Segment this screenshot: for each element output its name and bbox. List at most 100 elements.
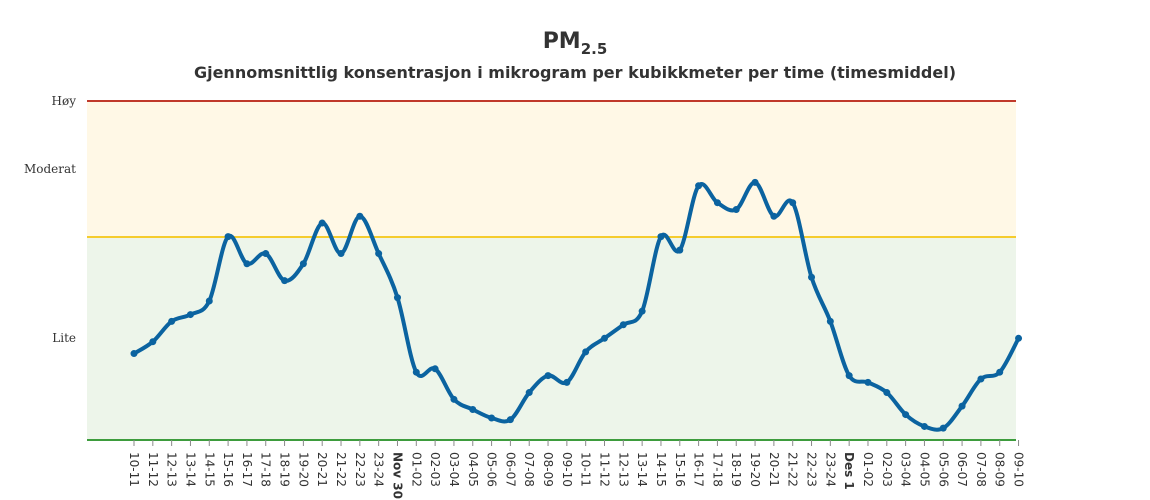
data-point-43 [939, 424, 947, 432]
data-point-26 [619, 321, 627, 329]
data-point-5 [224, 233, 232, 241]
data-point-16 [431, 365, 439, 373]
data-point-9 [299, 260, 307, 268]
data-point-25 [601, 334, 608, 342]
data-point-23 [563, 378, 571, 386]
data-point-29 [676, 246, 684, 254]
data-point-33 [751, 178, 759, 186]
x-tick-label-47: 09-10 [1012, 452, 1026, 487]
x-tick-label-40: 02-03 [880, 452, 894, 487]
x-tick-label-30: 16-17 [692, 452, 706, 487]
x-tick-label-43: 05-06 [936, 452, 950, 487]
x-tick-label-9: 19-20 [296, 452, 310, 487]
data-point-12 [356, 212, 364, 220]
data-point-22 [544, 372, 552, 380]
x-tick-label-32: 18-19 [729, 452, 743, 487]
data-point-47 [1015, 334, 1023, 342]
data-point-28 [657, 233, 665, 241]
y-label-0: Høy [52, 94, 77, 108]
x-tick-label-8: 18-19 [278, 452, 292, 487]
x-tick-label-41: 03-04 [899, 452, 913, 487]
x-tick-label-14: Nov 30 [390, 452, 404, 499]
x-tick-label-7: 17-18 [259, 452, 273, 487]
x-tick-label-13: 23-24 [372, 452, 386, 487]
x-tick-label-35: 21-22 [786, 452, 800, 487]
data-point-41 [902, 411, 910, 419]
data-point-17 [450, 395, 458, 403]
x-tick-label-1: 11-12 [146, 452, 160, 487]
data-point-13 [375, 250, 383, 258]
data-point-39 [864, 378, 872, 386]
x-tick-label-12: 22-23 [353, 452, 367, 487]
data-point-2 [168, 317, 176, 325]
chart-title: PM2.5 [542, 29, 608, 58]
x-tick-label-6: 16-17 [240, 452, 254, 487]
data-point-1 [149, 338, 157, 346]
x-tick-label-23: 09-10 [560, 452, 574, 487]
x-tick-label-27: 13-14 [635, 452, 649, 487]
y-label-1: Moderat [24, 162, 76, 176]
x-tick-label-31: 17-18 [710, 452, 724, 487]
data-point-15 [412, 368, 420, 376]
x-tick-label-0: 10-11 [127, 452, 141, 487]
x-tick-label-37: 23-24 [823, 452, 837, 487]
data-point-11 [337, 250, 345, 258]
data-point-36 [808, 273, 816, 281]
x-tick-label-21: 07-08 [522, 452, 536, 487]
x-tick-label-25: 11-12 [598, 452, 612, 487]
x-tick-label-39: 01-02 [861, 452, 875, 487]
data-point-7 [262, 250, 270, 258]
x-tick-label-36: 22-23 [805, 452, 819, 487]
x-tick-label-33: 19-20 [748, 452, 762, 487]
data-point-18 [469, 405, 477, 413]
x-tick-label-18: 04-05 [466, 452, 480, 487]
data-point-31 [713, 199, 721, 207]
x-tick-label-45: 07-08 [974, 452, 988, 487]
x-tick-label-15: 01-02 [409, 452, 423, 487]
data-point-42 [920, 422, 928, 430]
x-tick-label-19: 05-06 [485, 452, 499, 487]
data-point-30 [695, 182, 703, 190]
x-tick-label-34: 20-21 [767, 452, 781, 487]
x-tick-label-24: 10-11 [579, 452, 593, 487]
data-point-24 [582, 348, 590, 356]
x-tick-label-11: 21-22 [334, 452, 348, 487]
data-point-3 [186, 311, 194, 319]
band-moderat [87, 101, 1016, 237]
data-point-21 [525, 389, 533, 397]
x-tick-label-17: 03-04 [447, 452, 461, 487]
band-lite [87, 237, 1016, 440]
data-point-34 [770, 212, 778, 220]
x-tick-label-38: Des 1 [842, 452, 856, 490]
data-point-4 [205, 297, 213, 305]
data-point-32 [732, 205, 740, 213]
data-point-0 [130, 350, 138, 358]
data-point-35 [789, 199, 797, 207]
x-tick-label-10: 20-21 [315, 452, 329, 487]
x-tick-label-26: 12-13 [616, 452, 630, 487]
chart-subtitle: Gjennomsnittlig konsentrasjon i mikrogra… [193, 63, 957, 82]
data-point-14 [393, 294, 401, 302]
data-point-44 [958, 402, 966, 410]
y-label-2: Lite [52, 331, 76, 345]
x-tick-label-29: 15-16 [673, 452, 687, 487]
data-point-46 [996, 368, 1004, 376]
data-point-10 [318, 219, 326, 227]
data-point-40 [883, 389, 891, 397]
data-point-27 [638, 307, 646, 315]
x-tick-label-46: 08-09 [993, 452, 1007, 487]
chart-title-subscript: 2.5 [580, 40, 608, 58]
x-tick-label-16: 02-03 [428, 452, 442, 487]
x-tick-label-2: 12-13 [165, 452, 179, 487]
data-point-45 [977, 375, 985, 383]
data-point-6 [243, 260, 251, 268]
data-point-20 [506, 416, 514, 424]
x-tick-label-5: 15-16 [221, 452, 235, 487]
data-point-8 [281, 277, 289, 285]
x-tick-label-22: 08-09 [541, 452, 555, 487]
x-tick-label-4: 14-15 [202, 452, 216, 487]
data-point-38 [845, 372, 853, 380]
data-point-37 [826, 317, 834, 325]
x-tick-label-44: 06-07 [955, 452, 969, 487]
